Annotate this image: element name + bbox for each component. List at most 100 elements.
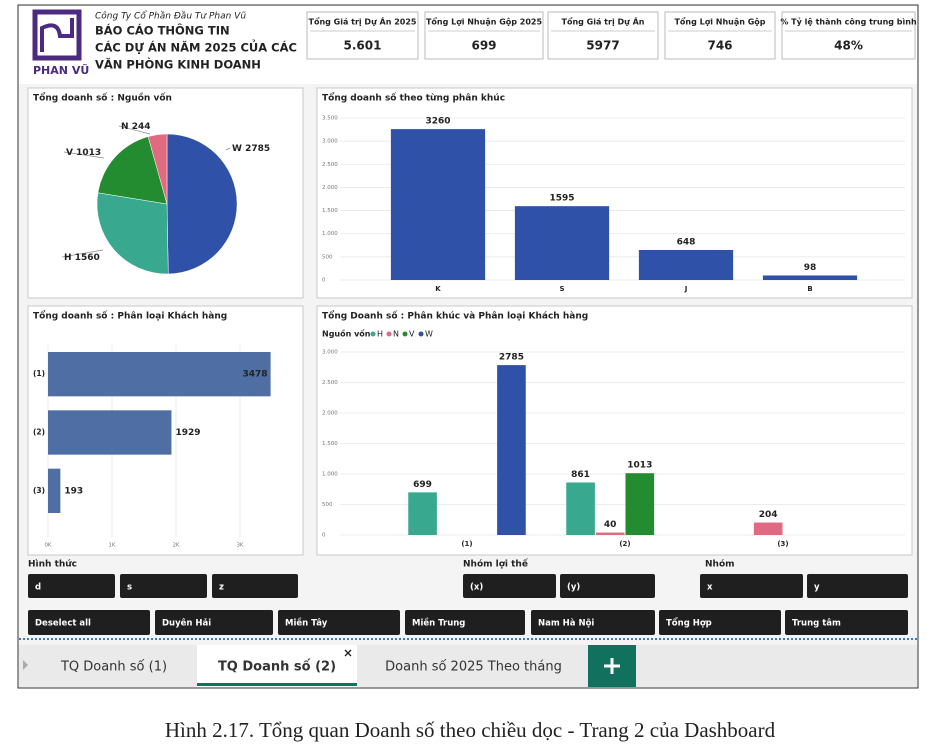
slicer-option-label[interactable]: z (219, 583, 224, 593)
y-tick-label: 2.500 (322, 162, 338, 168)
kpi-value: 746 (707, 39, 732, 53)
report-title: CÁC DỰ ÁN NĂM 2025 CỦA CÁC (95, 39, 297, 55)
x-tick-label: 1K (108, 543, 115, 549)
slicer-option[interactable] (463, 574, 556, 598)
pie-label: W 2785 (232, 144, 270, 154)
value-label: 648 (677, 238, 696, 248)
region-button-label[interactable]: Miền Tây (285, 618, 328, 629)
slicer-title: Nhóm (705, 559, 735, 570)
pie-slice (147, 133, 168, 205)
bar (497, 365, 526, 535)
slicer-option-label[interactable]: x (707, 583, 713, 593)
pie-slice (96, 192, 169, 275)
slicer-option[interactable] (807, 574, 908, 598)
slicer-option[interactable] (28, 574, 115, 598)
region-button[interactable] (785, 610, 908, 635)
kpi-card (306, 11, 419, 60)
bar (762, 275, 858, 280)
bar (625, 473, 655, 535)
slicer-option[interactable] (212, 574, 298, 598)
y-tick-label: 3.000 (322, 350, 338, 356)
kpi-value: 48% (834, 39, 863, 53)
bar (514, 206, 610, 280)
slicer-option-label[interactable]: y (814, 583, 820, 593)
pie-label: N 244 (121, 122, 150, 132)
slicer-option-label[interactable]: d (35, 583, 41, 593)
value-label: 3260 (425, 117, 450, 127)
tab-active[interactable] (197, 645, 357, 687)
pie-label: H 1560 (64, 253, 100, 263)
tab-bar (19, 645, 917, 687)
kpi-label: Tổng Lợi Nhuận Gộp 2025 (426, 16, 543, 27)
company-name: Công Ty Cổ Phần Đầu Tư Phan Vũ (95, 11, 246, 22)
chart-title: Tổng doanh số : Phân loại Khách hàng (33, 310, 227, 322)
y-tick-label: 1.000 (322, 472, 338, 478)
region-button[interactable] (278, 610, 400, 635)
chart-panel (316, 305, 913, 556)
y-tick-label: 2.000 (322, 411, 338, 417)
tab-label[interactable]: TQ Doanh số (1) (60, 660, 167, 675)
kpi-value: 5977 (586, 39, 619, 53)
slicer-option[interactable] (700, 574, 803, 598)
y-tick-label: 3.000 (322, 139, 338, 145)
add-tab-icon[interactable] (604, 658, 620, 674)
region-button[interactable] (155, 610, 273, 635)
value-label: 204 (759, 510, 778, 520)
pie-label-name: V (66, 148, 73, 158)
slicer-option-label[interactable]: (y) (567, 583, 580, 593)
tab-label[interactable]: TQ Doanh số (2) (218, 660, 336, 675)
chart-title: Tổng Doanh số : Phân khúc và Phân loại K… (322, 310, 588, 322)
region-button-label[interactable]: Tổng Hợp (666, 617, 712, 629)
region-button-label[interactable]: Trung tâm (792, 619, 841, 629)
region-button[interactable] (659, 610, 781, 635)
kpi-value: 699 (471, 39, 496, 53)
pie-slice (97, 136, 168, 205)
value-label: 3478 (243, 370, 268, 380)
caption: Hình 2.17. Tổng quan Doanh số theo chiều… (165, 718, 776, 742)
bar (48, 410, 172, 455)
tab-label[interactable]: Doanh số 2025 Theo tháng (385, 660, 562, 675)
x-tick-label: 2K (172, 543, 179, 549)
chart-title: Tổng doanh số : Nguồn vốn (33, 92, 172, 104)
kpi-card (781, 11, 916, 60)
region-button[interactable] (531, 610, 655, 635)
y-tick-label: (2) (33, 428, 45, 437)
x-tick-label: (3) (777, 540, 788, 548)
region-button[interactable] (28, 610, 150, 635)
region-button[interactable] (405, 610, 525, 635)
kpi-label: Tổng Giá trị Dự Án (562, 16, 645, 27)
y-tick-label: 3.500 (322, 116, 338, 122)
slicer-option-label[interactable]: s (127, 583, 132, 593)
value-label: 40 (604, 520, 617, 530)
report-title: VĂN PHÒNG KINH DOANH (95, 57, 261, 72)
leader-line (63, 151, 105, 159)
slicer-option-label[interactable]: (x) (470, 583, 483, 593)
x-tick-label: 3K (236, 543, 243, 549)
region-button-label[interactable]: Deselect all (35, 619, 91, 629)
region-button-label[interactable]: Miền Trung (412, 618, 465, 629)
pie-label-name: H (64, 253, 72, 263)
report-title: BÁO CÁO THÔNG TIN (95, 23, 230, 38)
bar (48, 468, 61, 513)
value-label: 1929 (175, 428, 200, 438)
kpi-card (424, 11, 544, 60)
slicer-option[interactable] (560, 574, 655, 598)
kpi-value: 5.601 (344, 39, 382, 53)
region-button-label[interactable]: Nam Hà Nội (538, 619, 594, 629)
y-tick-label: (3) (33, 486, 45, 495)
pie-label-value: 2785 (245, 144, 270, 154)
leader-line (225, 147, 231, 151)
slicer-option[interactable] (120, 574, 207, 598)
y-tick-label: 2.000 (322, 185, 338, 191)
kpi-card (664, 11, 776, 60)
slicer-title: Nhóm lợi thế (463, 559, 529, 570)
x-tick-label: 0K (44, 543, 51, 549)
region-button-label[interactable]: Duyên Hải (162, 618, 211, 629)
tab-scroll[interactable] (23, 660, 28, 670)
value-label: 1013 (627, 461, 652, 471)
pie-label-value: 1560 (75, 253, 100, 263)
tab-close[interactable] (344, 649, 352, 657)
chart-title: Tổng doanh số theo từng phân khúc (322, 92, 505, 104)
bar (753, 522, 783, 535)
